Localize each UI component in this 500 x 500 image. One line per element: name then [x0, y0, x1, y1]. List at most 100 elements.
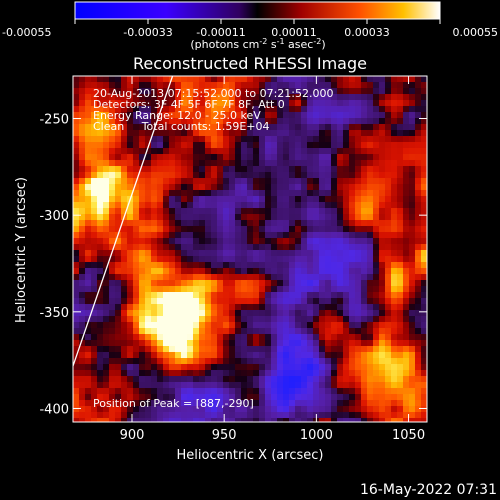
heatmap-cell — [313, 124, 319, 130]
heatmap-cell — [121, 88, 127, 94]
heatmap-cell — [343, 238, 349, 244]
heatmap-cell — [85, 322, 91, 328]
heatmap-cell — [115, 166, 121, 172]
heatmap-cell — [331, 376, 337, 382]
heatmap-cell — [247, 262, 253, 268]
heatmap-cell — [343, 118, 349, 124]
heatmap-cell — [247, 376, 253, 382]
heatmap-cell — [355, 280, 361, 286]
heatmap-cell — [223, 88, 229, 94]
heatmap-cell — [127, 124, 133, 130]
heatmap-cell — [85, 208, 91, 214]
heatmap-cell — [169, 274, 175, 280]
heatmap-cell — [247, 274, 253, 280]
heatmap-cell — [103, 124, 109, 130]
heatmap-cell — [109, 160, 115, 166]
heatmap-cell — [157, 148, 163, 154]
heatmap-cell — [385, 256, 391, 262]
heatmap-cell — [313, 142, 319, 148]
heatmap-cell — [79, 244, 85, 250]
heatmap-cell — [361, 334, 367, 340]
heatmap-cell — [217, 406, 223, 412]
heatmap-cell — [391, 340, 397, 346]
heatmap-cell — [337, 286, 343, 292]
heatmap-cell — [301, 202, 307, 208]
heatmap-cell — [73, 400, 79, 406]
heatmap-cell — [397, 220, 403, 226]
heatmap-cell — [241, 226, 247, 232]
heatmap-cell — [169, 148, 175, 154]
heatmap-cell — [247, 190, 253, 196]
heatmap-cell — [139, 124, 145, 130]
heatmap-cell — [73, 418, 79, 422]
heatmap-cell — [343, 250, 349, 256]
heatmap-cell — [229, 232, 235, 238]
heatmap-cell — [421, 364, 427, 370]
heatmap-cell — [301, 370, 307, 376]
heatmap-cell — [301, 268, 307, 274]
heatmap-cell — [259, 310, 265, 316]
heatmap-cell — [337, 88, 343, 94]
heatmap-cell — [349, 172, 355, 178]
heatmap-cell — [223, 280, 229, 286]
heatmap-cell — [97, 364, 103, 370]
heatmap-cell — [199, 142, 205, 148]
heatmap-cell — [355, 214, 361, 220]
heatmap-cell — [169, 106, 175, 112]
heatmap-cell — [421, 100, 427, 106]
heatmap-cell — [229, 244, 235, 250]
heatmap-cell — [217, 256, 223, 262]
heatmap-cell — [343, 352, 349, 358]
heatmap-cell — [265, 322, 271, 328]
heatmap-cell — [91, 364, 97, 370]
heatmap-cell — [421, 346, 427, 352]
heatmap-cell — [181, 340, 187, 346]
heatmap-cell — [385, 262, 391, 268]
heatmap-cell — [253, 388, 259, 394]
heatmap-cell — [91, 76, 97, 82]
heatmap-cell — [85, 196, 91, 202]
heatmap-cell — [355, 184, 361, 190]
heatmap-cell — [355, 394, 361, 400]
heatmap-cell — [379, 154, 385, 160]
heatmap-cell — [127, 388, 133, 394]
heatmap-cell — [361, 196, 367, 202]
heatmap-cell — [85, 172, 91, 178]
heatmap-cell — [367, 346, 373, 352]
heatmap-cell — [415, 412, 421, 418]
heatmap-cell — [193, 328, 199, 334]
heatmap-cell — [361, 142, 367, 148]
heatmap-cell — [241, 340, 247, 346]
heatmap-cell — [409, 196, 415, 202]
heatmap-cell — [259, 226, 265, 232]
heatmap-cell — [187, 418, 193, 422]
heatmap-cell — [271, 268, 277, 274]
heatmap-cell — [259, 190, 265, 196]
heatmap-cell — [295, 250, 301, 256]
heatmap-cell — [139, 250, 145, 256]
heatmap-cell — [253, 316, 259, 322]
heatmap-cell — [355, 160, 361, 166]
heatmap-cell — [145, 388, 151, 394]
heatmap-cell — [265, 412, 271, 418]
heatmap-cell — [385, 82, 391, 88]
heatmap-cell — [295, 268, 301, 274]
heatmap-cell — [163, 352, 169, 358]
heatmap-cell — [133, 382, 139, 388]
heatmap-cell — [307, 328, 313, 334]
heatmap-cell — [97, 346, 103, 352]
heatmap-cell — [253, 118, 259, 124]
heatmap-cell — [133, 184, 139, 190]
heatmap-cell — [217, 154, 223, 160]
heatmap-cell — [253, 94, 259, 100]
heatmap-cell — [319, 118, 325, 124]
heatmap-cell — [103, 136, 109, 142]
heatmap-cell — [103, 364, 109, 370]
heatmap-cell — [223, 148, 229, 154]
heatmap-cell — [391, 214, 397, 220]
heatmap-cell — [331, 340, 337, 346]
heatmap-cell — [415, 166, 421, 172]
heatmap-cell — [91, 328, 97, 334]
heatmap-cell — [241, 88, 247, 94]
heatmap-cell — [175, 328, 181, 334]
